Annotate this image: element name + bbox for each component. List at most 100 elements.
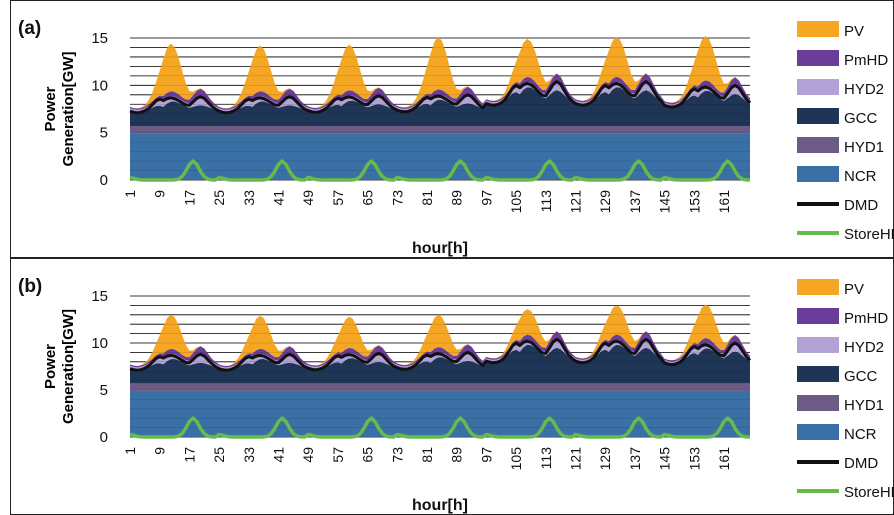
legend-swatch <box>797 21 839 37</box>
y-tick-label: 5 <box>100 382 108 399</box>
legend-swatch <box>797 279 839 295</box>
legend-label: DMD <box>844 455 878 472</box>
line-storehd <box>129 159 751 182</box>
area-pmhd <box>130 331 750 368</box>
x-tick-label: 105 <box>508 447 524 471</box>
x-axis-label: hour[h] <box>412 240 468 257</box>
legend-label: PmHD <box>844 310 888 327</box>
chart-panel-b: 0 5 10 15 Power Generation[GW] 1 9 17 25 33 41 49 57 6… <box>18 276 894 514</box>
x-tick-label: 9 <box>152 447 168 455</box>
x-tick-label: 25 <box>211 447 227 463</box>
x-tick-label: 1 <box>122 190 138 198</box>
y-tick-label: 15 <box>91 30 108 47</box>
legend-label: PV <box>844 23 864 40</box>
x-tick-label: 41 <box>271 447 287 463</box>
legend-swatch <box>797 137 839 153</box>
legend-label: GCC <box>844 368 878 385</box>
legend-label: HYD2 <box>844 81 884 98</box>
x-tick-label: 65 <box>360 190 376 206</box>
legend-label: HYD1 <box>844 397 884 414</box>
area-pv <box>130 304 750 366</box>
x-tick-label: 33 <box>241 190 257 206</box>
x-tick-label: 153 <box>686 447 702 471</box>
legend-swatch <box>797 308 839 324</box>
x-tick-label: 25 <box>211 190 227 206</box>
legend-label: GCC <box>844 110 878 127</box>
panel-label: (b) <box>18 276 42 297</box>
panel-label: (a) <box>18 18 41 39</box>
area-pv <box>130 36 750 109</box>
area-pmhd <box>130 73 750 110</box>
legend-swatch <box>797 366 839 382</box>
y-axis-label: Generation[GW] <box>60 309 77 424</box>
x-tick-label: 97 <box>478 190 494 206</box>
legend-label: DMD <box>844 197 878 214</box>
y-tick-label: 15 <box>91 288 108 305</box>
x-tick-label: 17 <box>181 190 197 206</box>
x-tick-label: 129 <box>597 447 613 471</box>
line-dmd <box>129 80 752 115</box>
x-tick-label: 121 <box>568 447 584 471</box>
x-tick-label: 89 <box>449 190 465 206</box>
x-tick-label: 81 <box>419 447 435 463</box>
legend-label: StoreHD <box>844 484 894 501</box>
x-tick-label: 145 <box>657 447 673 471</box>
legend-label: HYD2 <box>844 339 884 356</box>
legend-swatch <box>797 166 839 182</box>
x-tick-label: 49 <box>300 447 316 463</box>
area-ncr <box>130 133 750 180</box>
legend-label: StoreHD <box>844 226 894 243</box>
x-tick-label: 33 <box>241 447 257 463</box>
x-tick-label: 137 <box>627 447 643 471</box>
x-tick-label: 89 <box>449 447 465 463</box>
x-tick-label: 41 <box>271 190 287 206</box>
y-tick-label: 10 <box>91 77 108 94</box>
chart-panel-a: 0 5 10 15 Power Generation[GW] 1 9 17 25 33 41 49 57 6… <box>18 18 894 257</box>
x-tick-label: 137 <box>627 190 643 214</box>
x-tick-label: 113 <box>538 190 554 213</box>
y-axis-label: Power <box>42 86 59 131</box>
x-axis-label: hour[h] <box>412 497 468 514</box>
legend-swatch <box>797 395 839 411</box>
legend-swatch <box>797 424 839 440</box>
legend-label: NCR <box>844 168 877 185</box>
y-axis-label: Generation[GW] <box>60 51 77 166</box>
x-tick-label: 145 <box>657 190 673 214</box>
y-tick-label: 0 <box>100 429 108 446</box>
x-tick-label: 81 <box>419 190 435 206</box>
x-tick-label: 17 <box>181 447 197 463</box>
x-tick-label: 105 <box>508 190 524 214</box>
x-tick-label: 49 <box>300 190 316 206</box>
x-tick-label: 1 <box>122 447 138 455</box>
legend-label: PmHD <box>844 52 888 69</box>
legend-label: PV <box>844 281 864 298</box>
x-tick-label: 121 <box>568 190 584 214</box>
x-tick-label: 129 <box>597 190 613 214</box>
legend-swatch <box>797 108 839 124</box>
area-hyd1 <box>130 126 750 134</box>
area-hyd1 <box>130 383 750 391</box>
x-tick-label: 73 <box>389 447 405 463</box>
legend-label: NCR <box>844 426 877 443</box>
area-ncr <box>130 390 750 437</box>
y-tick-label: 0 <box>100 172 108 189</box>
y-tick-label: 10 <box>91 335 108 352</box>
area-gcc <box>130 87 750 126</box>
x-tick-label: 113 <box>538 447 554 470</box>
x-tick-label: 57 <box>330 190 346 206</box>
line-storehd <box>129 416 751 439</box>
x-tick-label: 161 <box>716 447 732 471</box>
x-tick-label: 97 <box>478 447 494 463</box>
legend-label: HYD1 <box>844 139 884 156</box>
y-tick-label: 5 <box>100 125 108 142</box>
x-tick-label: 73 <box>389 190 405 206</box>
x-tick-label: 9 <box>152 190 168 198</box>
x-tick-label: 161 <box>716 190 732 214</box>
legend-swatch <box>797 79 839 95</box>
x-tick-label: 57 <box>330 447 346 463</box>
x-tick-label: 65 <box>360 447 376 463</box>
line-dmd <box>129 337 752 372</box>
legend-swatch <box>797 337 839 353</box>
